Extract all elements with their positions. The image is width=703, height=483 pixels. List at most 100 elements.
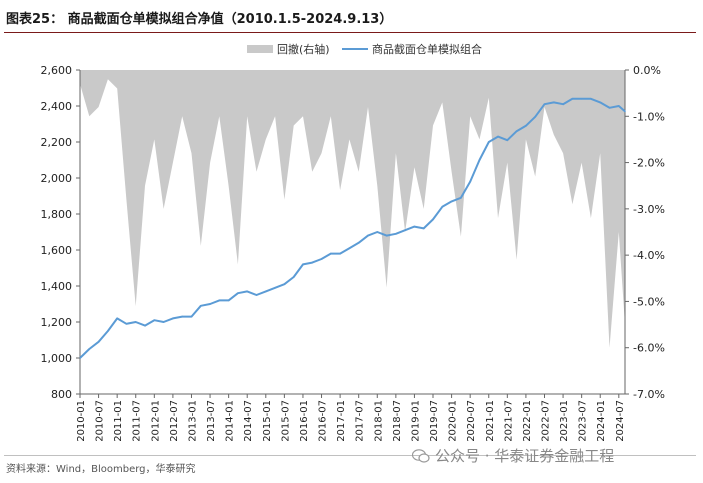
x-tick-label: 2015-07 (280, 400, 291, 442)
nav-point (497, 135, 499, 138)
right-tick-label: 0.0% (633, 64, 661, 77)
nav-point (395, 233, 397, 235)
nav-point (357, 242, 360, 244)
x-tick-label: 2019-01 (410, 400, 421, 442)
nav-line (79, 97, 626, 359)
nav-point (218, 299, 221, 302)
nav-point (624, 110, 626, 113)
nav-point (116, 317, 118, 320)
nav-point (367, 234, 369, 237)
nav-point (432, 218, 434, 221)
right-tick-label: -5.0% (633, 295, 665, 308)
nav-point (571, 98, 574, 100)
nav-point (590, 98, 592, 100)
nav-point (311, 261, 314, 264)
right-tick-label: -1.0% (633, 110, 665, 123)
nav-point (441, 206, 444, 208)
nav-point (534, 116, 536, 118)
drawdown-area (80, 70, 625, 348)
legend-swatch-drawdown (247, 45, 273, 53)
left-tick-label: 1,200 (41, 316, 73, 329)
nav-point (292, 276, 295, 278)
x-tick-label: 2012-07 (169, 400, 180, 442)
nav-point (246, 290, 248, 293)
nav-point (125, 323, 128, 325)
legend-label-nav: 商品截面仓单模拟组合 (372, 42, 482, 56)
x-tick-label: 2012-01 (150, 400, 161, 442)
x-tick-label: 2010-07 (95, 400, 106, 442)
x-tick-label: 2024-01 (596, 400, 607, 442)
title-divider (4, 32, 696, 33)
left-tick-label: 1,600 (41, 244, 73, 257)
nav-point (553, 101, 555, 104)
legend: 回撤(右轴) 商品截面仓单模拟组合 (247, 42, 482, 56)
nav-point (460, 197, 462, 199)
nav-point (413, 225, 416, 228)
nav-point (255, 294, 258, 296)
x-tick-label: 2021-01 (485, 400, 496, 442)
legend-label-drawdown: 回撤(右轴) (277, 42, 330, 56)
x-tick-label: 2024-07 (615, 400, 626, 442)
drawdown-area-series (80, 70, 625, 348)
x-tick-label: 2017-01 (336, 400, 347, 442)
x-tick-label: 2018-07 (392, 400, 403, 442)
nav-point (404, 229, 406, 231)
nav-point (88, 348, 91, 350)
chart: 回撤(右轴) 商品截面仓单模拟组合 800 1,000 1,200 1,400 1,60… (41, 42, 665, 442)
left-tick-label: 2,400 (41, 100, 73, 113)
x-tick-label: 2011-01 (113, 400, 124, 442)
nav-point (200, 305, 202, 307)
x-tick-label: 2016-01 (299, 400, 310, 442)
x-tick-label: 2017-07 (355, 400, 366, 442)
x-tick-label: 2013-07 (206, 400, 217, 442)
nav-point (134, 321, 137, 323)
x-tick-label: 2014-07 (243, 400, 254, 442)
x-tick-label: 2020-07 (466, 400, 477, 442)
nav-line-series (79, 97, 626, 359)
nav-point (283, 283, 286, 285)
left-tick-label: 2,200 (41, 136, 73, 149)
right-axis-ticks: 0.0% -1.0% -2.0% -3.0% -4.0% -5.0% -6.0% -7.0% (625, 64, 665, 401)
left-tick-label: 800 (51, 388, 72, 401)
axes (79, 70, 626, 395)
x-tick-label: 2015-01 (262, 400, 273, 442)
chart-title: 图表25： 商品截面仓单模拟组合净值（2010.1.5-2024.9.13） (6, 12, 393, 27)
left-tick-label: 1,800 (41, 208, 73, 221)
x-tick-label: 2020-01 (448, 400, 459, 442)
left-tick-label: 2,000 (41, 172, 73, 185)
left-tick-label: 1,400 (41, 280, 73, 293)
nav-point (237, 292, 239, 295)
left-tick-label: 2,600 (41, 64, 73, 77)
nav-point (97, 341, 100, 343)
x-tick-label: 2018-01 (373, 400, 384, 442)
right-tick-label: -3.0% (633, 203, 665, 216)
nav-point (209, 303, 211, 305)
x-tick-label: 2022-07 (540, 400, 551, 442)
nav-point (339, 252, 341, 255)
source-note: 资料来源：Wind，Bloomberg，华泰研究 (6, 464, 196, 475)
nav-point (506, 139, 509, 141)
nav-point (162, 321, 165, 323)
nav-point (478, 159, 481, 161)
x-tick-label: 2013-01 (187, 400, 198, 442)
nav-point (562, 103, 564, 105)
nav-point (515, 130, 518, 132)
nav-point (144, 324, 146, 327)
nav-point (599, 101, 601, 104)
nav-point (107, 330, 109, 332)
nav-point (608, 107, 611, 109)
nav-point (330, 252, 332, 255)
nav-point (153, 319, 156, 322)
nav-point (543, 103, 546, 105)
nav-point (320, 258, 323, 260)
nav-point (469, 180, 472, 183)
nav-point (488, 141, 490, 143)
x-tick-label: 2019-07 (429, 400, 440, 442)
right-tick-label: -6.0% (633, 342, 665, 355)
nav-point (580, 98, 583, 100)
nav-point (274, 287, 276, 289)
right-tick-label: -4.0% (633, 249, 665, 262)
nav-point (422, 227, 425, 230)
nav-point (385, 234, 388, 237)
x-tick-label: 2021-07 (503, 400, 514, 442)
